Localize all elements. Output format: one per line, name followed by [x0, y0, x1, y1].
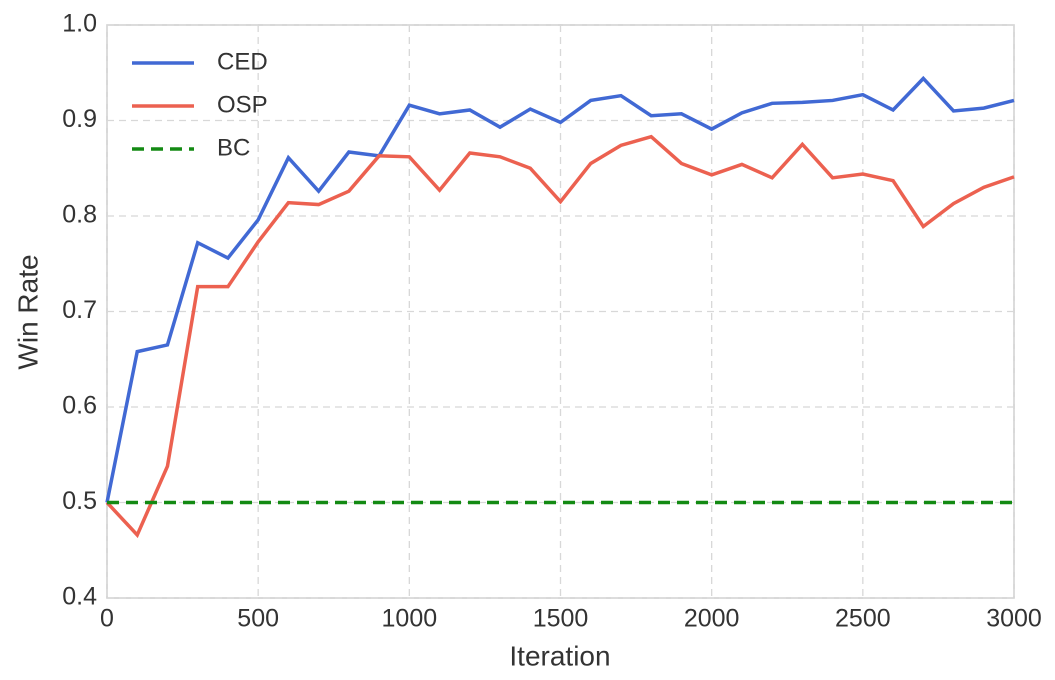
x-tick-label: 3000 [986, 605, 1042, 633]
legend-label: OSP [217, 91, 268, 118]
y-axis-label: Win Rate [12, 254, 43, 369]
x-tick-label: 0 [100, 605, 114, 633]
x-tick-label: 500 [237, 605, 279, 633]
legend-label: CED [217, 48, 268, 75]
x-tick-label: 2500 [835, 605, 891, 633]
legend-label: BC [217, 134, 250, 161]
x-tick-label: 1500 [533, 605, 589, 633]
y-tick-label: 0.6 [62, 392, 97, 420]
x-tick-label: 2000 [684, 605, 740, 633]
x-tick-label: 1000 [382, 605, 438, 633]
y-tick-label: 0.5 [62, 487, 97, 515]
y-tick-label: 1.0 [62, 10, 97, 38]
y-tick-label: 0.8 [62, 201, 97, 229]
y-tick-label: 0.9 [62, 105, 97, 133]
y-tick-label: 0.4 [62, 583, 97, 611]
series-line [105, 75, 1015, 503]
y-tick-label: 0.7 [62, 296, 97, 324]
series-line [105, 134, 1015, 539]
x-axis-label: Iteration [509, 640, 610, 671]
